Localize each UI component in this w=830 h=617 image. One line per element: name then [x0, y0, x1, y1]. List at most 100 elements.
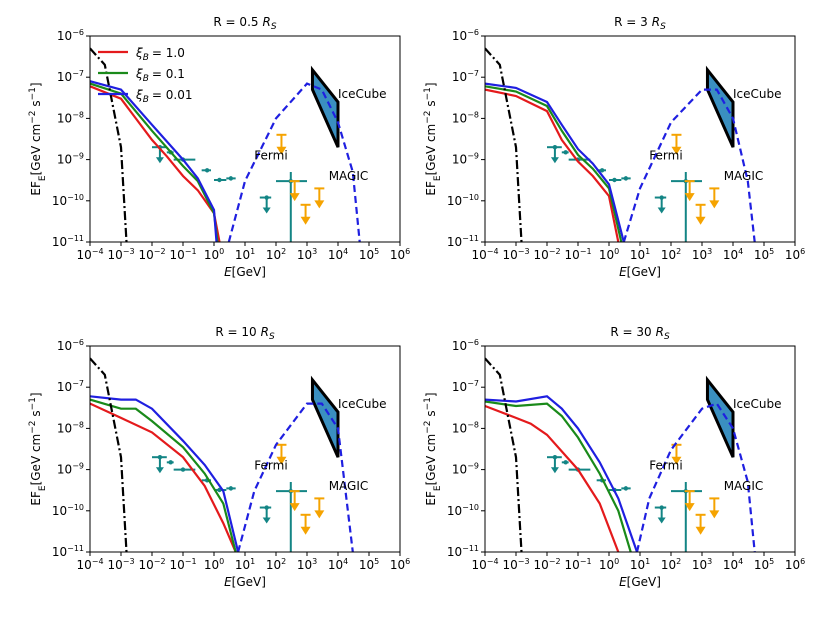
tick-exp: 1 [250, 247, 255, 256]
y-axis-label: EFE[GeV cm−2 s−1] [28, 82, 48, 195]
tick-base: 10 [533, 248, 548, 262]
tick-exp: −4 [92, 247, 104, 256]
tick-exp: −9 [467, 462, 479, 471]
tick-base: 10 [502, 248, 517, 262]
x-tick-label: 104 [328, 557, 348, 572]
label-part: EF [29, 181, 43, 196]
tick-exp: 0 [219, 247, 224, 256]
icecube-label: IceCube [338, 397, 387, 411]
series-line [90, 47, 128, 242]
tick-base: 10 [57, 421, 72, 435]
y-tick-label: 10−6 [57, 338, 84, 353]
fermi-point [228, 486, 234, 491]
label-part: E [38, 485, 48, 491]
fermi-point [228, 176, 234, 181]
label-part: EF [424, 491, 438, 506]
magic-ul-head [276, 146, 287, 155]
tick-base: 10 [502, 558, 517, 572]
series-line [485, 404, 620, 552]
fermi-point [168, 460, 173, 465]
x-tick-label: 106 [390, 557, 410, 572]
tick-exp: −6 [72, 338, 84, 347]
tick-exp: 2 [676, 247, 681, 256]
tick-base: 10 [57, 380, 72, 394]
tick-base: 10 [76, 558, 91, 572]
icecube-band [705, 375, 735, 458]
title-sub: S [269, 332, 275, 342]
legend-label: ξB = 1.0 [135, 46, 185, 63]
tick-base: 10 [447, 504, 462, 518]
tick-exp: 6 [800, 247, 805, 256]
magic-ul-head [289, 193, 300, 202]
tick-base: 10 [57, 70, 72, 84]
magic-ul-head [314, 510, 325, 519]
label-part: −2 [423, 420, 433, 433]
tick-exp: −1 [185, 557, 197, 566]
icecube-band [705, 65, 735, 148]
tick-base: 10 [328, 558, 343, 572]
label-part: [GeV] [627, 265, 661, 279]
tick-exp: 0 [614, 557, 619, 566]
x-tick-label: 105 [754, 557, 774, 572]
fermi-point [623, 486, 629, 491]
tick-base: 10 [599, 558, 614, 572]
tick-exp: −3 [123, 247, 135, 256]
tick-exp: −2 [549, 557, 561, 566]
label-part: EF [29, 491, 43, 506]
tick-exp: −9 [72, 462, 84, 471]
magic-label: MAGIC [724, 169, 764, 183]
tick-exp: −3 [518, 557, 530, 566]
label-part: E [224, 265, 232, 279]
tick-base: 10 [723, 558, 738, 572]
tick-base: 10 [471, 248, 486, 262]
title-text: R = 10 [215, 325, 256, 339]
x-tick-label: 10−2 [138, 247, 165, 262]
magic-ul-head [300, 216, 311, 225]
y-tick-label: 10−11 [447, 234, 479, 249]
tick-base: 10 [754, 248, 769, 262]
tick-exp: 3 [312, 247, 317, 256]
x-tick-label: 104 [723, 247, 743, 262]
label-part: E [619, 575, 627, 589]
label-part: −1 [28, 87, 38, 100]
label-part: [GeV] [627, 575, 661, 589]
y-tick-label: 10−9 [57, 152, 84, 167]
tick-base: 10 [564, 248, 579, 262]
y-tick-label: 10−6 [452, 28, 479, 43]
plot-frame [89, 345, 401, 553]
fermi-ul-head [657, 517, 666, 524]
icecube-band [310, 65, 340, 148]
label-part: s [424, 410, 438, 420]
tick-base: 10 [452, 153, 467, 167]
tick-exp: −6 [72, 28, 84, 37]
series-line [485, 395, 639, 552]
series-line [485, 357, 523, 552]
tick-exp: −7 [467, 69, 479, 78]
tick-exp: −11 [462, 234, 479, 243]
x-tick-label: 104 [723, 557, 743, 572]
tick-base: 10 [599, 248, 614, 262]
y-tick-label: 10−7 [452, 379, 479, 394]
series-line [485, 82, 625, 242]
y-tick-label: 10−9 [57, 462, 84, 477]
label-part: [GeV] [232, 265, 266, 279]
tick-base: 10 [328, 248, 343, 262]
label-part: −2 [423, 110, 433, 123]
y-tick-label: 10−6 [57, 28, 84, 43]
fermi-ul-head [155, 157, 164, 164]
label-part: ] [29, 82, 43, 87]
label-part: E [38, 175, 48, 181]
fermi-point [180, 467, 186, 472]
x-tick-label: 101 [630, 247, 650, 262]
x-tick-label: 100 [204, 557, 224, 572]
tick-exp: −1 [580, 557, 592, 566]
tick-exp: −8 [72, 420, 84, 429]
label-part: −1 [423, 397, 433, 410]
magic-ul-head [709, 200, 720, 209]
magic-ul-head [314, 200, 325, 209]
tick-base: 10 [447, 545, 462, 559]
tick-base: 10 [57, 463, 72, 477]
label-part: s [29, 100, 43, 110]
y-axis-label: EFE[GeV cm−2 s−1] [28, 392, 48, 505]
x-tick-label: 10−2 [533, 557, 560, 572]
